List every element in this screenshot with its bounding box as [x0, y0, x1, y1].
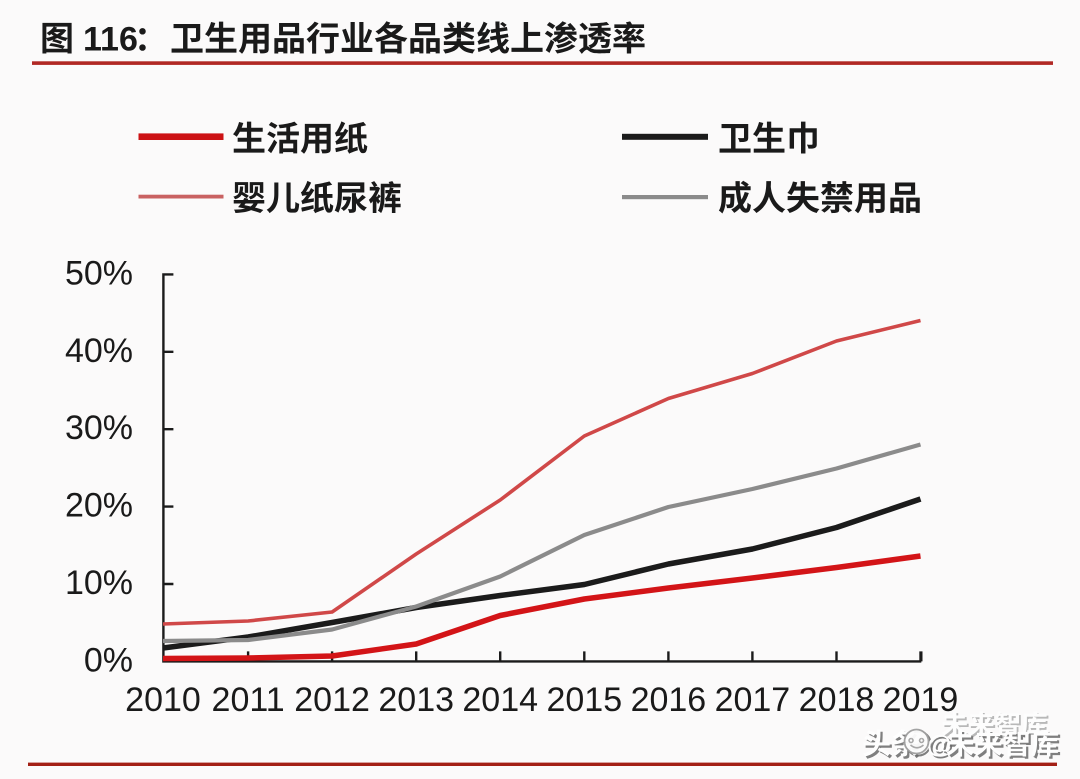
svg-text:@: @ — [929, 733, 953, 761]
svg-text:2018: 2018 — [799, 681, 875, 719]
svg-text:40%: 40% — [65, 332, 133, 370]
svg-text:2012: 2012 — [294, 681, 370, 719]
svg-text:20%: 20% — [65, 487, 133, 525]
svg-text:2019: 2019 — [883, 681, 959, 719]
svg-text:116: 116 — [83, 21, 138, 59]
svg-text:2016: 2016 — [631, 681, 707, 719]
svg-text:2017: 2017 — [715, 681, 791, 719]
svg-text:0%: 0% — [84, 641, 133, 679]
svg-text:2013: 2013 — [378, 681, 454, 719]
svg-text:30%: 30% — [65, 409, 133, 447]
svg-text:2015: 2015 — [546, 681, 622, 719]
svg-text:2010: 2010 — [125, 681, 201, 719]
svg-text:@: @ — [927, 731, 951, 759]
svg-text:10%: 10% — [65, 564, 133, 602]
svg-text:2014: 2014 — [462, 681, 538, 719]
svg-text:50%: 50% — [65, 254, 133, 292]
svg-text:2011: 2011 — [212, 681, 285, 719]
